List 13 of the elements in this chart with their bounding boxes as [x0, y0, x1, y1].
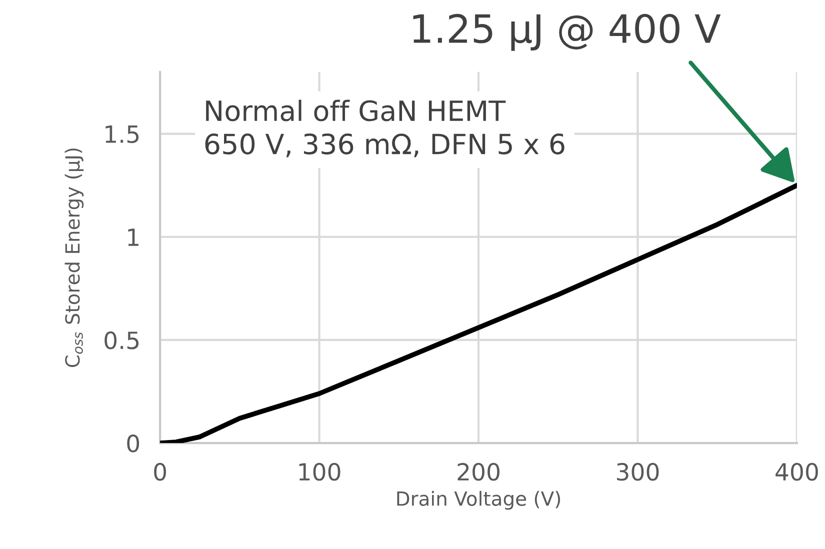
y-tick-label: 0	[127, 434, 140, 452]
x-tick-label: 200	[458, 462, 500, 481]
y-tick-label: 0.5	[104, 331, 139, 350]
x-tick-label: 0	[154, 462, 166, 481]
x-tick-label: 300	[616, 462, 659, 481]
annotation: 1.25 µJ @ 400 V	[413, 14, 721, 51]
x-tick-label: 400	[776, 462, 818, 481]
y-tick-label: 1.5	[106, 126, 139, 144]
x-axis-title: Drain Voltage (V)	[397, 490, 560, 510]
y-tick-label: 1	[128, 228, 138, 246]
y-axis-title: C$_{oss}$ Stored Energy (µJ)	[64, 148, 84, 368]
x-tick-label: 100	[299, 462, 340, 481]
annotation: Normal off GaN HEMT 650 V, 336 mΩ, DFN 5 x 6	[205, 100, 564, 158]
